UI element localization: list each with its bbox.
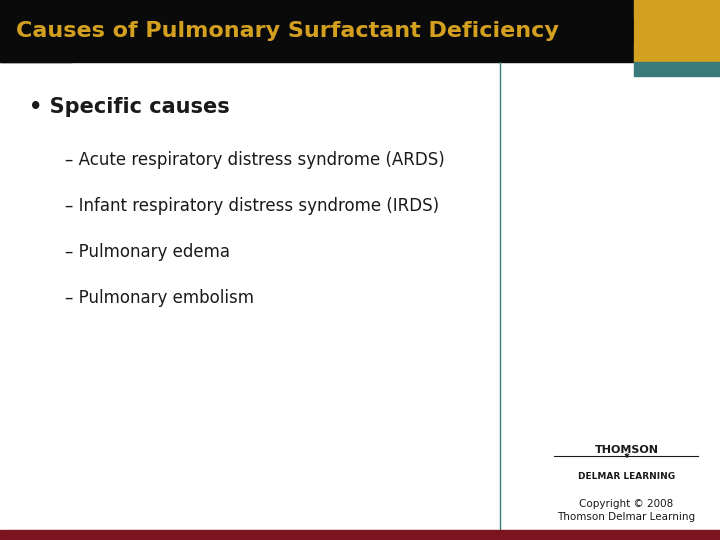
Text: ✱: ✱: [624, 453, 629, 459]
Text: – Pulmonary edema: – Pulmonary edema: [65, 243, 230, 261]
Text: Causes of Pulmonary Surfactant Deficiency: Causes of Pulmonary Surfactant Deficienc…: [16, 21, 559, 41]
Bar: [634, 0, 720, 62]
Bar: [0, 0, 72, 62]
FancyBboxPatch shape: [0, 0, 634, 62]
Text: Copyright © 2008
Thomson Delmar Learning: Copyright © 2008 Thomson Delmar Learning: [557, 499, 696, 522]
Bar: [634, 62, 720, 76]
Text: DELMAR LEARNING: DELMAR LEARNING: [578, 472, 675, 481]
Text: – Acute respiratory distress syndrome (ARDS): – Acute respiratory distress syndrome (A…: [65, 151, 444, 169]
Text: – Pulmonary embolism: – Pulmonary embolism: [65, 289, 254, 307]
Text: • Specific causes: • Specific causes: [29, 97, 230, 117]
Text: THOMSON: THOMSON: [595, 444, 658, 455]
Bar: [0, 0, 720, 62]
Text: – Infant respiratory distress syndrome (IRDS): – Infant respiratory distress syndrome (…: [65, 197, 439, 215]
Bar: [0, 530, 720, 540]
